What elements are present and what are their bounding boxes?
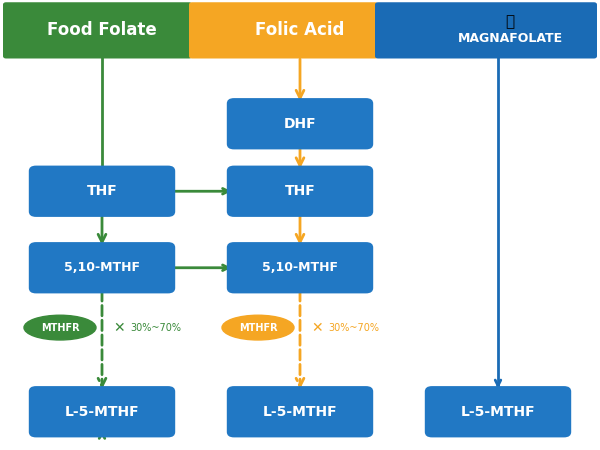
Text: ✕: ✕ [311,320,323,335]
Text: 30%~70%: 30%~70% [329,323,380,333]
Text: 5,10-MTHF: 5,10-MTHF [64,261,140,274]
Text: 🐟: 🐟 [505,14,515,29]
FancyBboxPatch shape [227,386,373,437]
Ellipse shape [24,315,96,340]
Text: DHF: DHF [284,117,316,131]
Text: L-5-MTHF: L-5-MTHF [263,405,337,419]
FancyBboxPatch shape [227,98,373,149]
Text: 30%~70%: 30%~70% [131,323,182,333]
FancyBboxPatch shape [3,2,192,58]
Text: MTHFR: MTHFR [41,323,79,333]
Text: L-5-MTHF: L-5-MTHF [461,405,535,419]
FancyBboxPatch shape [29,242,175,293]
Text: THF: THF [86,184,118,198]
Text: MAGNAFOLATE: MAGNAFOLATE [457,32,563,45]
Text: ✕: ✕ [113,320,125,335]
FancyBboxPatch shape [189,2,378,58]
FancyBboxPatch shape [227,242,373,293]
Ellipse shape [222,315,294,340]
Text: Folic Acid: Folic Acid [256,21,344,39]
FancyBboxPatch shape [227,166,373,217]
Text: MTHFR: MTHFR [239,323,277,333]
Text: Food Folate: Food Folate [47,21,157,39]
FancyBboxPatch shape [29,386,175,437]
Text: 5,10-MTHF: 5,10-MTHF [262,261,338,274]
FancyBboxPatch shape [375,2,597,58]
FancyBboxPatch shape [29,166,175,217]
Text: THF: THF [284,184,316,198]
FancyBboxPatch shape [425,386,571,437]
Text: L-5-MTHF: L-5-MTHF [65,405,139,419]
